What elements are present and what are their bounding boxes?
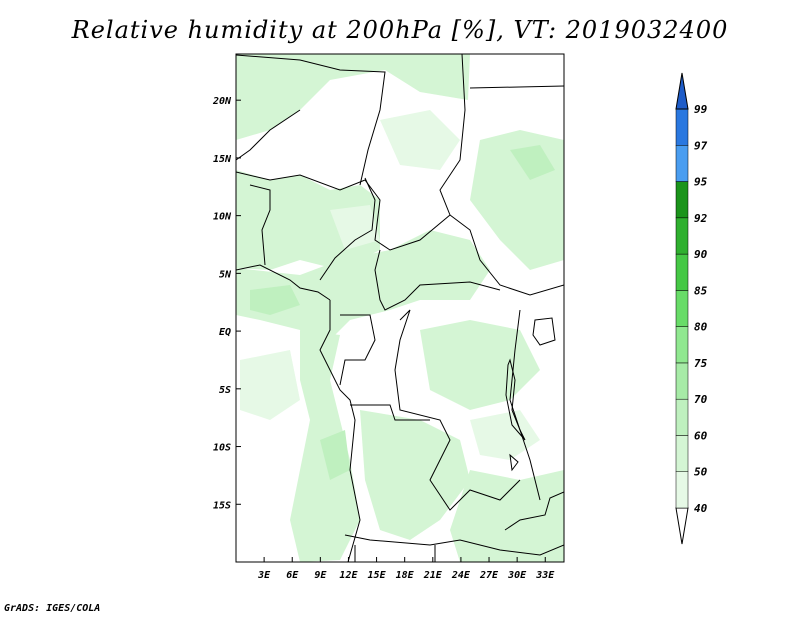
humidity-patch <box>250 285 300 315</box>
legend-level-label: 80 <box>694 321 708 334</box>
y-tick-label: 15N <box>213 154 232 165</box>
humidity-patch <box>320 430 350 480</box>
humidity-patch <box>360 410 470 540</box>
legend-overflow-triangle <box>675 72 689 110</box>
x-tick-label: 33E <box>535 570 555 581</box>
country-borders <box>236 54 564 562</box>
x-tick-label: 9E <box>314 570 327 581</box>
humidity-patch <box>236 230 490 340</box>
legend-level-label: 40 <box>694 502 708 515</box>
legend-swatch <box>675 217 689 255</box>
legend-level-label: 90 <box>694 248 708 261</box>
x-tick-label: 3E <box>257 570 271 581</box>
x-tick-label: 21E <box>423 570 443 581</box>
legend-swatch <box>675 290 689 327</box>
legend-swatch <box>675 108 689 146</box>
y-tick-label: 20N <box>212 96 232 107</box>
color-bar-legend: 40 50 60 70 75 80 85 90 92 95 97 99 <box>675 72 708 545</box>
humidity-patch <box>236 54 470 140</box>
legend-level-label: 70 <box>694 393 708 406</box>
y-tick-label: 5N <box>219 269 232 280</box>
legend-level-label: 92 <box>694 212 708 225</box>
legend-level-label: 95 <box>694 176 708 189</box>
y-axis: 20N 15N 10N 5N EQ 5S 10S 15S <box>212 96 241 511</box>
humidity-field <box>236 54 564 562</box>
map-frame <box>235 53 565 563</box>
grads-credit: GrADS: IGES/COLA <box>4 603 101 614</box>
humidity-patch <box>380 110 460 170</box>
humidity-patch <box>420 320 540 410</box>
legend-swatch <box>675 435 689 472</box>
humidity-patch <box>510 145 555 180</box>
legend-level-label: 75 <box>694 357 708 370</box>
legend-level-label: 99 <box>694 103 708 116</box>
legend-swatch <box>675 398 689 436</box>
legend-level-label: 85 <box>694 284 708 297</box>
legend-level-label: 60 <box>694 429 708 442</box>
legend-level-label: 50 <box>694 466 708 479</box>
legend-level-label: 97 <box>694 139 708 152</box>
x-tick-label: 27E <box>479 570 499 581</box>
y-tick-label: 15S <box>213 500 231 511</box>
x-axis: 3E 6E 9E 12E 15E 18E 21E 24E 27E 30E 33E <box>257 557 555 581</box>
legend-swatch <box>675 362 689 400</box>
x-tick-label: 15E <box>368 570 387 581</box>
humidity-patch <box>240 350 300 420</box>
humidity-patch <box>450 470 564 562</box>
y-tick-label: 10N <box>213 212 232 223</box>
x-tick-label: 24E <box>451 570 471 581</box>
humidity-patch <box>470 410 540 460</box>
y-tick-label: EQ <box>219 327 231 338</box>
x-tick-label: 18E <box>396 570 415 581</box>
chart-title: Relative humidity at 200hPa [%], VT: 201… <box>71 16 729 44</box>
y-tick-label: 10S <box>213 443 231 454</box>
legend-swatch <box>675 181 689 219</box>
legend-swatch <box>675 253 689 291</box>
legend-swatch <box>675 471 689 509</box>
legend-swatch <box>675 326 689 364</box>
y-tick-label: 5S <box>219 385 231 396</box>
legend-swatch <box>675 145 689 182</box>
x-tick-label: 6E <box>286 570 299 581</box>
lakes <box>505 317 556 472</box>
x-tick-label: 12E <box>339 570 358 581</box>
x-tick-label: 30E <box>507 570 527 581</box>
humidity-patch <box>330 205 380 250</box>
legend-underflow-triangle <box>675 507 689 545</box>
